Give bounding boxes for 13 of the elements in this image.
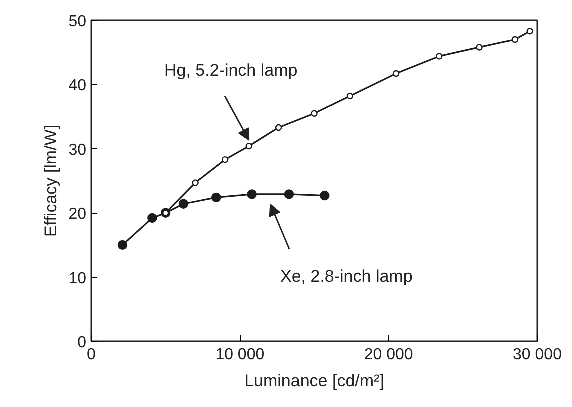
- x-tick-label: 20 000: [364, 346, 414, 364]
- y-tick-label: 40: [68, 78, 87, 95]
- text: Hg, 5.2-inch lamp: [164, 60, 298, 80]
- x-tick-label: 10 000: [216, 346, 265, 364]
- y-tick-label: 30: [68, 142, 87, 159]
- y-tick-label: 10: [68, 270, 87, 288]
- y-tick-label: 20: [68, 206, 87, 224]
- x-tick-label: 30 000: [513, 346, 562, 364]
- y-axis-title: Efficacy [lm/W]: [42, 124, 61, 238]
- text: Xe, 2.8-inch lamp: [280, 266, 413, 286]
- y-tick-label: 50: [68, 14, 87, 30]
- x-axis-title: Luminance [cd/m²]: [244, 372, 384, 390]
- y-tick-label: 0: [78, 334, 87, 352]
